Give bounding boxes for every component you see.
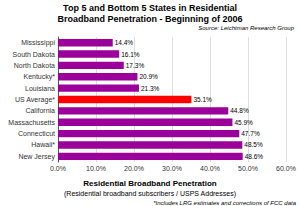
svg-text:16.1%: 16.1% bbox=[121, 51, 140, 58]
svg-text:60.0%: 60.0% bbox=[276, 165, 296, 172]
svg-text:Connecticut: Connecticut bbox=[18, 130, 55, 137]
svg-text:48.6%: 48.6% bbox=[245, 153, 264, 160]
svg-text:35.1%: 35.1% bbox=[193, 96, 212, 103]
svg-text:South Dakota: South Dakota bbox=[13, 51, 56, 58]
svg-text:Broadband Penetration - Beginn: Broadband Penetration - Beginning of 200… bbox=[57, 14, 242, 24]
svg-text:North Dakota: North Dakota bbox=[14, 62, 55, 69]
svg-text:20.9%: 20.9% bbox=[139, 73, 158, 80]
svg-text:0.0%: 0.0% bbox=[50, 165, 66, 172]
svg-text:14.4%: 14.4% bbox=[115, 39, 134, 46]
svg-text:20.0%: 20.0% bbox=[124, 165, 144, 172]
svg-text:44.8%: 44.8% bbox=[230, 107, 249, 114]
svg-text:Source: Leichtman Research Gro: Source: Leichtman Research Group bbox=[198, 25, 294, 31]
svg-text:21.3%: 21.3% bbox=[141, 85, 160, 92]
svg-text:Massachusetts: Massachusetts bbox=[8, 119, 55, 126]
svg-text:Kentucky*: Kentucky* bbox=[23, 73, 55, 81]
svg-text:50.0%: 50.0% bbox=[238, 165, 258, 172]
svg-text:10.0%: 10.0% bbox=[86, 165, 106, 172]
svg-text:Hawaii*: Hawaii* bbox=[31, 141, 55, 148]
svg-text:*Includes LRG estimates and co: *Includes LRG estimates and corrections … bbox=[153, 200, 296, 206]
svg-text:47.7%: 47.7% bbox=[241, 130, 260, 137]
svg-text:30.0%: 30.0% bbox=[162, 165, 182, 172]
svg-text:New Jersey: New Jersey bbox=[18, 153, 55, 161]
svg-text:Louisiana: Louisiana bbox=[25, 85, 55, 92]
svg-text:40.0%: 40.0% bbox=[200, 165, 220, 172]
svg-text:(Residential broadband subscri: (Residential broadband subscribers / USP… bbox=[64, 190, 236, 198]
svg-text:Top 5 and Bottom 5 States in R: Top 5 and Bottom 5 States in Residential bbox=[63, 3, 237, 13]
svg-text:Residential Broadband Penetrat: Residential Broadband Penetration bbox=[83, 179, 216, 188]
svg-text:45.9%: 45.9% bbox=[234, 119, 253, 126]
svg-text:US Average*: US Average* bbox=[15, 96, 55, 104]
svg-text:48.5%: 48.5% bbox=[244, 141, 263, 148]
svg-text:17.3%: 17.3% bbox=[126, 62, 145, 69]
svg-text:Mississippi: Mississippi bbox=[21, 39, 55, 47]
svg-text:California: California bbox=[25, 107, 55, 114]
